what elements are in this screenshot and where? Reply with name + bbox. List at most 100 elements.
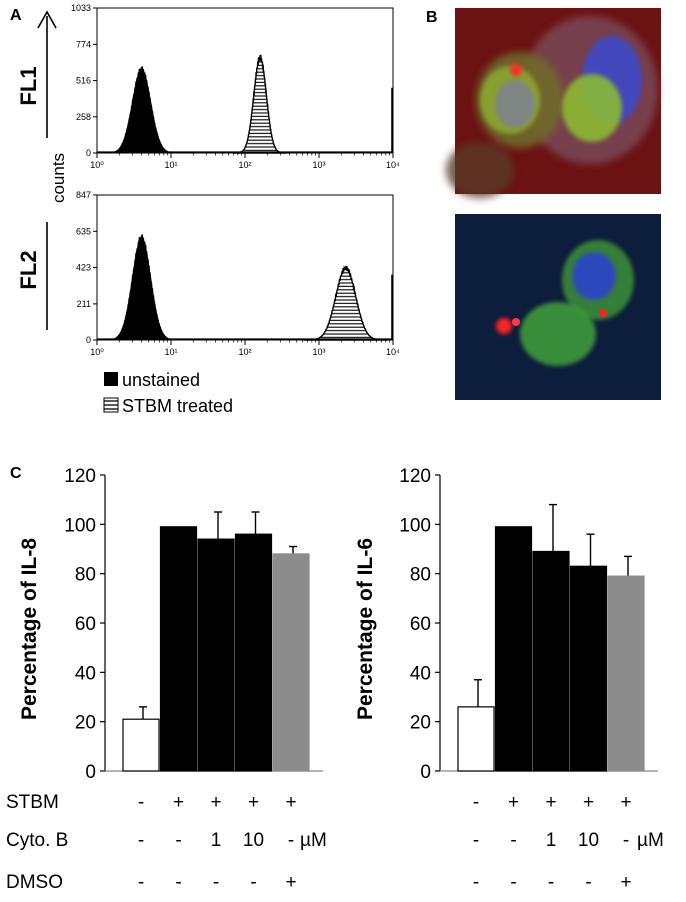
il6-bar-chart: Percentage of IL-6 0 20 40 60 80 100 120 [354,466,658,783]
treatment-table: STBM - + + + + - + + + + Cyto. B - - 1 10 - - - 1 10 - DMSO - - -… [6,792,664,893]
fl2-y-tick-label: 635 [76,226,91,236]
fl1-histogram-unstained [102,66,181,154]
il6-bar [569,565,608,772]
legend-swatch-stbm-treated [103,397,119,413]
il6-bar [607,575,645,772]
il8-bar [197,538,235,772]
treatment-cell: + [620,792,631,813]
il8-bar [272,553,310,772]
treatment-cell: 10 [578,830,599,851]
il8-bar-chart: Percentage of IL-8 0 20 40 60 80 100 120 [18,466,323,783]
il6-y-tick-label: 60 [410,614,431,635]
panel-letter-c: C [10,465,22,482]
treatment-cell: - [510,872,516,893]
fl2-x-tick-label: 10¹ [164,347,177,357]
treatment-cell: 1 [211,830,222,851]
fl1-histogram: 0 258 516 774 1033 10⁰ 10¹ 10² 10³ 10⁴ [71,3,400,170]
treatment-cell: - [623,830,629,851]
il8-bar [122,718,160,772]
fl1-channel-label: FL1 [16,66,41,105]
panel-letter-b: B [426,9,438,26]
treatment-cell: - [250,872,256,893]
il8-y-axis-label: Percentage of IL-8 [18,538,41,720]
fl2-y-tick-label: 0 [86,335,91,345]
il8-bar [234,533,273,772]
treatment-cell: + [248,792,259,813]
fl1-y-tick-label: 1033 [71,3,91,13]
il8-y-tick-label: 40 [75,663,96,684]
legend-swatch-unstained [104,372,118,386]
fl2-y-tick-label: 423 [76,263,91,273]
il8-y-tick-label: 80 [75,565,96,586]
fl2-channel-label: FL2 [16,250,41,289]
treatment-cell: - [288,830,294,851]
il6-y-tick-label: 20 [410,713,431,734]
il6-y-tick-label: 100 [399,515,431,536]
fl2-y-tick-label: 211 [77,299,91,309]
fl1-x-tick-label: 10¹ [164,160,177,170]
treatment-cell: + [210,792,221,813]
legend-label-unstained: unstained [122,370,200,390]
il8-y-tick-label: 20 [75,713,96,734]
treatment-cell: + [285,872,296,893]
treatment-row-label: STBM [6,792,59,813]
fl1-y-tick-label: 516 [76,76,91,86]
il6-y-axis-label: Percentage of IL-6 [354,538,377,720]
treatment-cell: + [173,792,184,813]
treatment-cell: - [585,872,591,893]
il8-bar [159,526,198,772]
il6-bar [457,706,495,772]
fl2-x-tick-label: 10⁴ [386,347,400,357]
il6-y-tick-label: 80 [410,565,431,586]
il6-bar [532,550,570,772]
concentration-unit: µM [637,830,664,851]
fl1-x-tick-label: 10⁴ [386,160,400,170]
treatment-cell: - [473,830,479,851]
il8-y-tick-label: 0 [85,762,96,783]
fl1-y-tick-label: 0 [86,148,91,158]
il6-bar [494,526,533,772]
panel-letter-a: A [10,7,22,24]
treatment-cell: - [138,792,144,813]
fl2-x-tick-label: 10² [238,347,251,357]
treatment-cell: - [138,830,144,851]
treatment-cell: - [510,830,516,851]
treatment-cell: + [285,792,296,813]
il8-y-tick-label: 100 [64,515,96,536]
il8-y-tick-label: 120 [64,466,96,487]
fl2-histogram: 0 211 423 635 847 10⁰ 10¹ 10² 10³ 10⁴ [76,190,400,357]
il6-y-tick-label: 40 [410,663,431,684]
il8-y-tick-label: 60 [75,614,96,635]
fl2-y-tick-label: 847 [76,190,91,200]
treatment-cell: - [473,792,479,813]
treatment-row-label: Cyto. B [6,830,68,851]
fl2-x-tick-label: 10³ [312,347,325,357]
treatment-row-label: DMSO [6,872,63,893]
legend-label-stbm-treated: STBM treated [122,396,233,416]
up-arrow-icon [37,10,57,138]
il6-y-tick-label: 0 [420,762,431,783]
treatment-cell: + [545,792,556,813]
fl1-histogram-stbm-treated [233,54,287,154]
fl1-x-tick-label: 10² [238,160,251,170]
treatment-cell: - [548,872,554,893]
fl1-y-tick-label: 258 [76,112,91,122]
treatment-cell: - [213,872,219,893]
treatment-cell: + [508,792,519,813]
fl1-x-tick-label: 10³ [312,160,325,170]
treatment-cell: + [620,872,631,893]
treatment-cell: - [175,830,181,851]
treatment-cell: 10 [243,830,264,851]
fl2-x-tick-label: 10⁰ [90,347,104,357]
treatment-cell: - [473,872,479,893]
microscopy-image-top [446,8,661,198]
counts-label: counts [49,153,68,203]
treatment-cell: + [583,792,594,813]
treatment-cell: - [175,872,181,893]
fl1-y-tick-label: 774 [76,39,91,49]
microscopy-image-bottom [455,214,661,400]
fl1-x-tick-label: 10⁰ [90,160,104,170]
il6-y-tick-label: 120 [399,466,431,487]
fl2-histogram-unstained [102,234,181,341]
